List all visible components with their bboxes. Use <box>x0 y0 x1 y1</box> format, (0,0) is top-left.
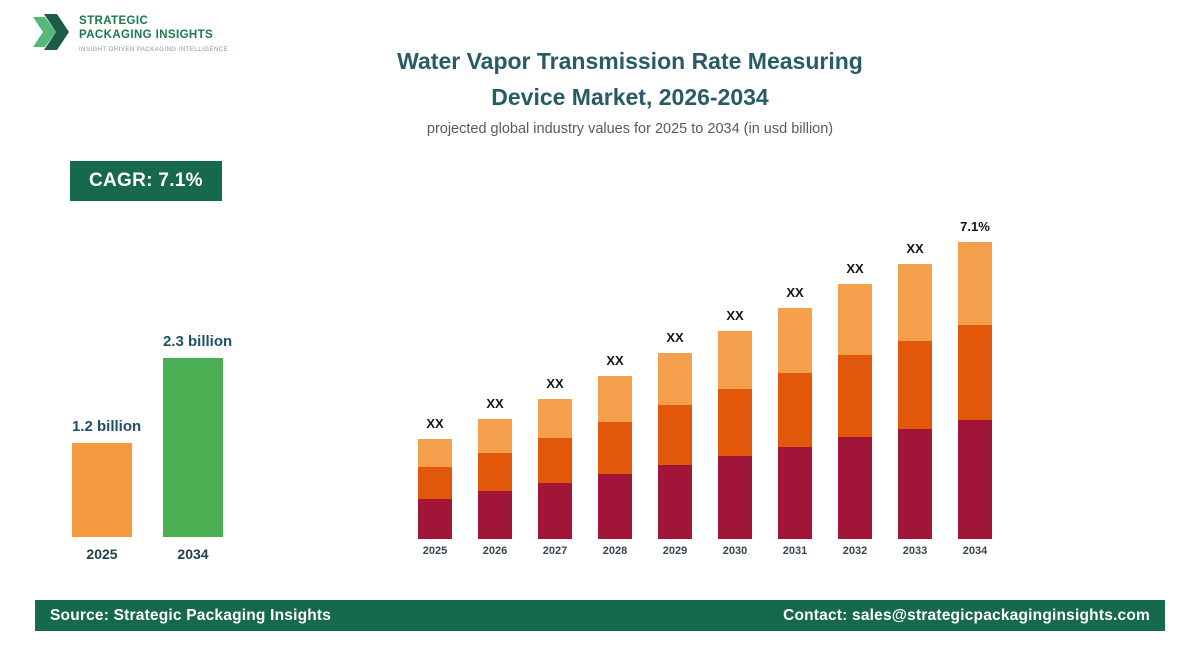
x-axis-year-label: 2030 <box>722 545 748 557</box>
bar-value-label: XX <box>606 353 624 368</box>
segment-bottom <box>538 483 572 539</box>
x-axis-year-label: 2027 <box>542 545 568 557</box>
stacked-bar-chart: XX 2025 XX 2026 XX 2027 XX 2028 XX 2029 XX 2030 XX 20… <box>418 219 992 557</box>
stacked-bar-2030: XX 2030 <box>718 308 752 557</box>
bar-value-label: XX <box>726 308 744 323</box>
stacked-bar-2028: XX 2028 <box>598 353 632 557</box>
summary-bar <box>72 443 132 537</box>
x-axis-year-label: 2028 <box>602 545 628 557</box>
segment-middle <box>838 355 872 437</box>
segment-bottom <box>718 456 752 539</box>
bar-value-label: XX <box>846 261 864 276</box>
x-axis-year-label: 2029 <box>662 545 688 557</box>
segment-middle <box>418 467 452 499</box>
x-axis-year-label: 2033 <box>902 545 928 557</box>
segment-middle <box>658 405 692 465</box>
segment-bottom <box>418 499 452 539</box>
logo-text: STRATEGIC PACKAGING INSIGHTS INSIGHT-DRI… <box>79 12 228 53</box>
logo: STRATEGIC PACKAGING INSIGHTS INSIGHT-DRI… <box>30 12 228 53</box>
segment-bottom <box>478 491 512 539</box>
segment-top <box>478 419 512 453</box>
segment-bottom <box>898 429 932 539</box>
segment-top <box>538 399 572 438</box>
summary-bar-chart: 1.2 billion 2025 2.3 billion 2034 <box>72 333 233 562</box>
logo-line2: PACKAGING INSIGHTS <box>79 29 214 42</box>
bar-value-label: 7.1% <box>960 219 990 234</box>
summary-bar-2025: 1.2 billion 2025 <box>72 418 142 562</box>
segment-bottom <box>838 437 872 539</box>
summary-bar-2034: 2.3 billion 2034 <box>163 333 233 562</box>
logo-chevron-icon <box>33 14 69 50</box>
x-axis-year-label: 2031 <box>782 545 808 557</box>
segment-middle <box>778 373 812 447</box>
segment-top <box>718 331 752 389</box>
title-line1: Water Vapor Transmission Rate Measuring <box>397 48 863 74</box>
segment-top <box>778 308 812 373</box>
segment-bottom <box>658 465 692 539</box>
stacked-bar-2029: XX 2029 <box>658 330 692 557</box>
summary-year-label: 2025 <box>86 546 118 562</box>
logo-tagline: INSIGHT-DRIVEN PACKAGING INTELLIGENCE <box>79 46 229 53</box>
summary-value-label: 2.3 billion <box>163 333 233 350</box>
segment-top <box>598 376 632 422</box>
stacked-bar-2031: XX 2031 <box>778 285 812 557</box>
cagr-badge: CAGR: 7.1% <box>70 161 222 201</box>
segment-top <box>658 353 692 405</box>
segment-middle <box>538 438 572 483</box>
bar-value-label: XX <box>666 330 684 345</box>
bar-value-label: XX <box>426 416 444 431</box>
segment-middle <box>478 453 512 491</box>
stacked-bar-2033: XX 2033 <box>898 241 932 557</box>
segment-top <box>418 439 452 467</box>
page-title: Water Vapor Transmission Rate Measuring D… <box>200 44 1060 115</box>
x-axis-year-label: 2025 <box>422 545 448 557</box>
page-subtitle: projected global industry values for 202… <box>426 121 834 138</box>
bar-value-label: XX <box>786 285 804 300</box>
logo-line1: STRATEGIC <box>79 15 149 27</box>
stacked-bar-2027: XX 2027 <box>538 376 572 557</box>
segment-top <box>958 242 992 325</box>
segment-top <box>898 264 932 341</box>
x-axis-year-label: 2026 <box>482 545 508 557</box>
stacked-bar-2025: XX 2025 <box>418 416 452 557</box>
summary-value-label: 1.2 billion <box>72 418 142 435</box>
segment-middle <box>958 325 992 420</box>
stacked-bar-2026: XX 2026 <box>478 396 512 557</box>
segment-middle <box>898 341 932 429</box>
stacked-bar-2034: 7.1% 2034 <box>958 219 992 557</box>
footer-contact: Contact: sales@strategicpackaginginsight… <box>783 606 1150 624</box>
x-axis-year-label: 2034 <box>962 545 988 557</box>
bar-value-label: XX <box>486 396 504 411</box>
segment-bottom <box>778 447 812 539</box>
stacked-bar-2032: XX 2032 <box>838 261 872 557</box>
chart-header: Water Vapor Transmission Rate Measuring D… <box>200 44 1060 137</box>
summary-bar <box>163 358 223 537</box>
footer-source: Source: Strategic Packaging Insights <box>50 606 332 624</box>
title-line2: Device Market, 2026-2034 <box>491 83 769 110</box>
segment-middle <box>718 389 752 456</box>
footer-bar: Source: Strategic Packaging Insights Con… <box>35 600 1165 631</box>
x-axis-year-label: 2032 <box>842 545 868 557</box>
bar-value-label: XX <box>906 241 924 256</box>
segment-bottom <box>598 474 632 539</box>
segment-middle <box>598 422 632 474</box>
bar-value-label: XX <box>546 376 564 391</box>
summary-year-label: 2034 <box>177 546 209 562</box>
segment-top <box>838 284 872 355</box>
segment-bottom <box>958 420 992 539</box>
